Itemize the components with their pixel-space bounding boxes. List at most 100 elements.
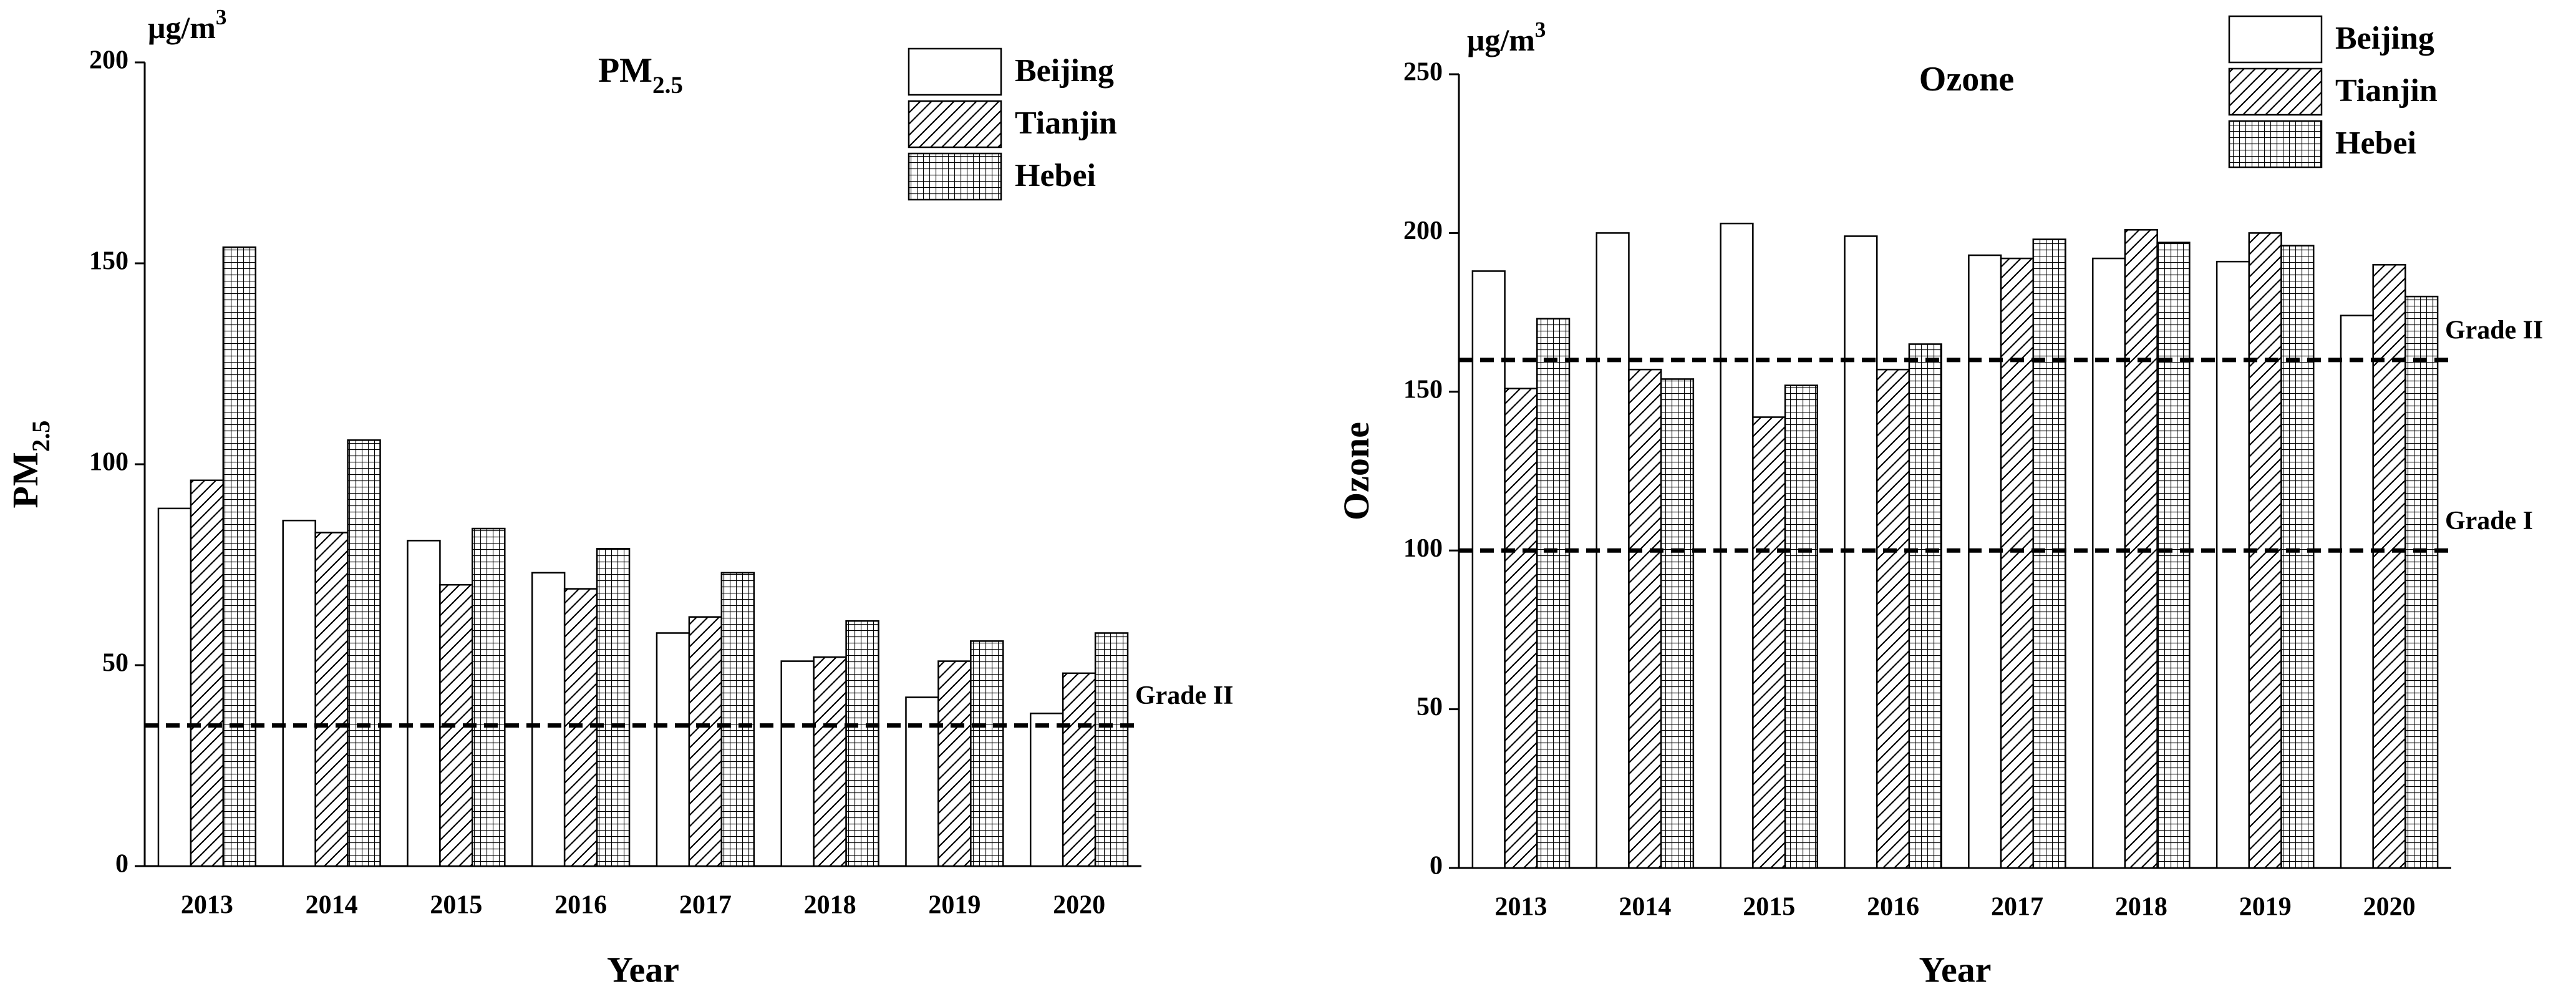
bar xyxy=(970,640,1004,867)
chart-title-main: PM xyxy=(598,51,652,90)
bar xyxy=(2092,257,2126,869)
chart-title: Ozone xyxy=(1919,60,2014,99)
y-tick-label: 100 xyxy=(1403,534,1443,563)
y-tick-label: 200 xyxy=(1403,217,1443,245)
bar xyxy=(222,246,257,867)
bar xyxy=(347,439,381,867)
y-axis-title: PM2.5 xyxy=(5,421,55,509)
x-tick-label: 2019 xyxy=(928,891,981,920)
x-tick-label: 2020 xyxy=(1053,891,1105,920)
legend-swatch xyxy=(2228,120,2323,168)
legend-label: Hebei xyxy=(2335,125,2416,161)
x-tick-label: 2017 xyxy=(1991,893,2043,922)
y-tick-label: 150 xyxy=(89,247,128,276)
bar xyxy=(314,532,349,867)
x-tick-label: 2018 xyxy=(2115,893,2167,922)
bar xyxy=(1471,270,1506,869)
x-tick-label: 2015 xyxy=(1743,893,1795,922)
bar xyxy=(688,616,723,867)
bar xyxy=(2000,257,2035,869)
bar xyxy=(720,572,755,867)
chart-title: PM2.5 xyxy=(598,51,683,99)
legend-label: Beijing xyxy=(2335,21,2434,56)
y-tick-label: 50 xyxy=(1416,693,1443,721)
legend-label: Tianjin xyxy=(1015,105,1117,141)
legend-label: Hebei xyxy=(1015,158,1096,193)
bar xyxy=(2215,260,2250,869)
unit-label-main: μg/m xyxy=(1467,22,1535,57)
x-tick-label: 2013 xyxy=(1494,893,1547,922)
y-axis-title: Ozone xyxy=(1336,422,1377,520)
bar xyxy=(2340,314,2374,869)
y-tick-label: 150 xyxy=(1403,375,1443,404)
y-axis-title-main: Ozone xyxy=(1336,422,1377,520)
x-tick-label: 2013 xyxy=(181,891,233,920)
legend-swatch xyxy=(2228,67,2323,116)
bar xyxy=(937,660,972,867)
bar xyxy=(1784,384,1818,869)
bar xyxy=(2404,295,2439,869)
bar xyxy=(1536,318,1571,869)
bar xyxy=(1504,387,1538,869)
reference-label: Grade II xyxy=(2445,316,2544,345)
unit-label-superscript: 3 xyxy=(1535,17,1546,42)
chart-title-main: Ozone xyxy=(1919,60,2014,99)
bar xyxy=(157,507,192,867)
x-tick-label: 2018 xyxy=(804,891,856,920)
bar xyxy=(813,656,847,867)
x-tick-label: 2017 xyxy=(679,891,732,920)
chart-title-subscript: 2.5 xyxy=(652,72,683,99)
legend-label: Beijing xyxy=(1015,53,1114,89)
y-tick-label: 250 xyxy=(1403,58,1443,87)
bar xyxy=(1968,254,2002,869)
bar xyxy=(596,547,631,867)
reference-label: Grade II xyxy=(1135,681,1234,710)
y-tick-label: 200 xyxy=(89,46,128,75)
bar xyxy=(1752,416,1786,869)
bar xyxy=(1720,222,1754,869)
unit-label-superscript: 3 xyxy=(216,5,227,29)
y-tick-label: 100 xyxy=(89,448,128,477)
bar xyxy=(407,540,441,867)
bar xyxy=(656,632,690,867)
unit-label: μg/m3 xyxy=(148,5,226,46)
unit-label-main: μg/m xyxy=(148,10,216,45)
legend-label: Tianjin xyxy=(2335,73,2438,109)
legend-swatch xyxy=(2228,15,2323,64)
bar xyxy=(2032,238,2066,869)
bar xyxy=(2156,241,2191,869)
x-tick-label: 2014 xyxy=(306,891,358,920)
unit-label: μg/m3 xyxy=(1467,17,1546,58)
bar xyxy=(2372,264,2406,869)
bar xyxy=(1660,378,1695,869)
x-tick-label: 2016 xyxy=(1867,893,1919,922)
x-tick-label: 2020 xyxy=(2363,893,2416,922)
bar xyxy=(780,660,815,867)
x-tick-label: 2016 xyxy=(554,891,607,920)
y-tick-label: 50 xyxy=(102,649,128,678)
x-tick-label: 2015 xyxy=(430,891,482,920)
bar xyxy=(1029,713,1064,867)
y-axis-title-main: PM xyxy=(5,452,46,508)
legend-swatch xyxy=(908,152,1002,201)
x-axis-title: Year xyxy=(607,949,679,990)
legend-swatch xyxy=(908,47,1002,96)
bar xyxy=(531,572,566,867)
y-tick-label: 0 xyxy=(1430,852,1443,880)
bar xyxy=(1094,632,1129,867)
y-axis-title-subscript: 2.5 xyxy=(27,421,55,452)
x-axis-title: Year xyxy=(1919,949,1992,990)
x-tick-label: 2014 xyxy=(1619,893,1671,922)
bar xyxy=(905,696,939,867)
x-tick-label: 2019 xyxy=(2239,893,2292,922)
bar xyxy=(472,527,506,867)
reference-label: Grade I xyxy=(2445,507,2533,535)
bar xyxy=(1628,368,1662,869)
bar xyxy=(1062,672,1097,867)
bar xyxy=(282,519,316,867)
bar xyxy=(1876,368,1910,869)
bar xyxy=(190,479,225,867)
y-tick-label: 0 xyxy=(115,850,128,879)
